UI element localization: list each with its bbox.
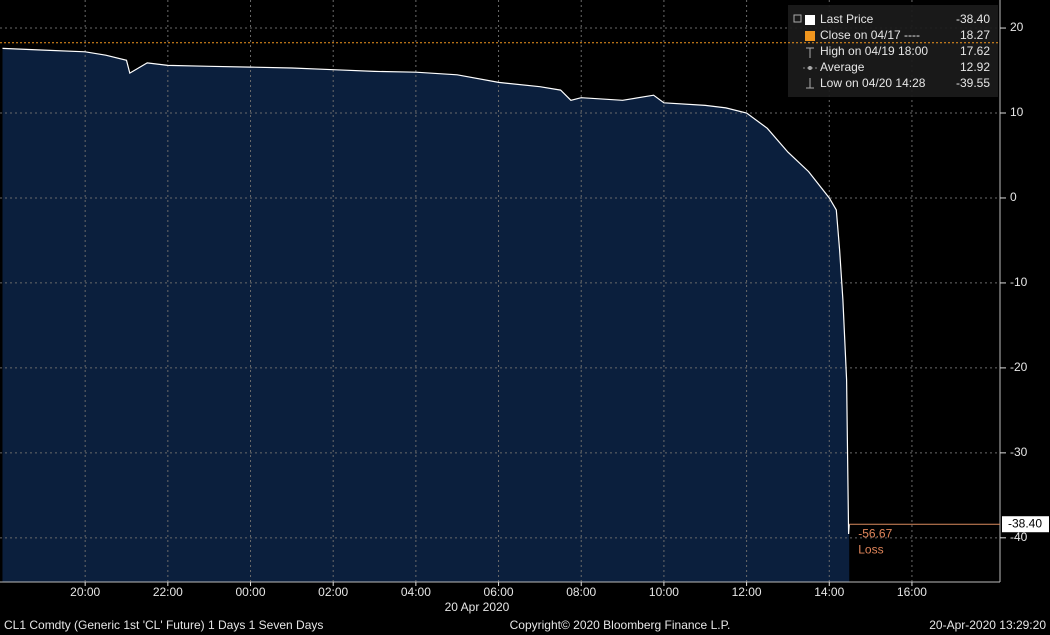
legend-label: Close on 04/17 ---- bbox=[820, 28, 920, 42]
legend-toggle bbox=[793, 14, 802, 23]
x-tick-label: 00:00 bbox=[236, 585, 266, 599]
y-tick-label: -30 bbox=[1010, 445, 1028, 459]
plot-area bbox=[0, 0, 1000, 582]
x-tick-label: 22:00 bbox=[153, 585, 183, 599]
legend-average-icon bbox=[808, 66, 812, 70]
y-tick-label: 10 bbox=[1010, 105, 1024, 119]
y-tick-label: -10 bbox=[1010, 275, 1028, 289]
x-tick-label: 08:00 bbox=[566, 585, 596, 599]
legend-value: 17.62 bbox=[960, 44, 990, 58]
x-axis-label: 20 Apr 2020 bbox=[445, 600, 510, 614]
y-tick-label: 0 bbox=[1010, 190, 1017, 204]
x-tick-label: 16:00 bbox=[897, 585, 927, 599]
annotation: -56.67 bbox=[858, 526, 892, 540]
legend-value: -38.40 bbox=[956, 12, 990, 26]
legend-box bbox=[788, 5, 998, 97]
annotation: Loss bbox=[858, 542, 883, 556]
last-price-tag bbox=[1002, 516, 1049, 533]
legend-label: Average bbox=[820, 60, 865, 74]
last-price-label: -38.40 bbox=[1008, 516, 1042, 530]
legend-label: Last Price bbox=[820, 12, 874, 26]
footer-left: CL1 Comdty (Generic 1st 'CL' Future) 1 D… bbox=[4, 618, 323, 632]
legend-label: Low on 04/20 14:28 bbox=[820, 76, 926, 90]
legend-swatch bbox=[805, 31, 815, 41]
price-line bbox=[2, 47, 850, 535]
legend-value: 12.92 bbox=[960, 60, 990, 74]
area-fill bbox=[2, 48, 850, 582]
x-tick-label: 04:00 bbox=[401, 585, 431, 599]
legend-swatch bbox=[805, 15, 815, 25]
x-tick-label: 06:00 bbox=[484, 585, 514, 599]
legend bbox=[788, 5, 998, 97]
y-tick-label: -20 bbox=[1010, 360, 1028, 374]
footer-right: 20-Apr-2020 13:29:20 bbox=[929, 618, 1046, 632]
x-tick-label: 12:00 bbox=[732, 585, 762, 599]
x-tick-label: 14:00 bbox=[814, 585, 844, 599]
y-tick-label: -40 bbox=[1010, 530, 1028, 544]
legend-label: High on 04/19 18:00 bbox=[820, 44, 928, 58]
legend-value: -39.55 bbox=[956, 76, 990, 90]
x-tick-label: 02:00 bbox=[318, 585, 348, 599]
legend-value: 18.27 bbox=[960, 28, 990, 42]
x-tick-label: 10:00 bbox=[649, 585, 679, 599]
footer-center: Copyright© 2020 Bloomberg Finance L.P. bbox=[510, 618, 731, 632]
y-tick-label: 20 bbox=[1010, 20, 1024, 34]
x-tick-label: 20:00 bbox=[70, 585, 100, 599]
